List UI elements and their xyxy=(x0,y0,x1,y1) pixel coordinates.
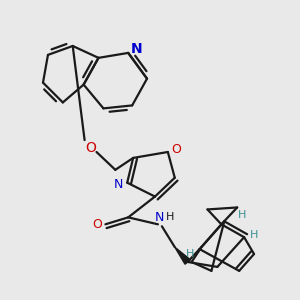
Text: O: O xyxy=(85,141,96,155)
Text: H: H xyxy=(238,210,246,220)
Text: O: O xyxy=(93,218,102,231)
Text: N: N xyxy=(114,178,123,191)
Text: N: N xyxy=(130,42,142,56)
Polygon shape xyxy=(175,247,190,264)
Text: H: H xyxy=(185,249,194,259)
Text: N: N xyxy=(155,211,165,224)
Text: O: O xyxy=(171,142,181,155)
Text: H: H xyxy=(166,212,174,222)
Text: H: H xyxy=(250,230,258,240)
